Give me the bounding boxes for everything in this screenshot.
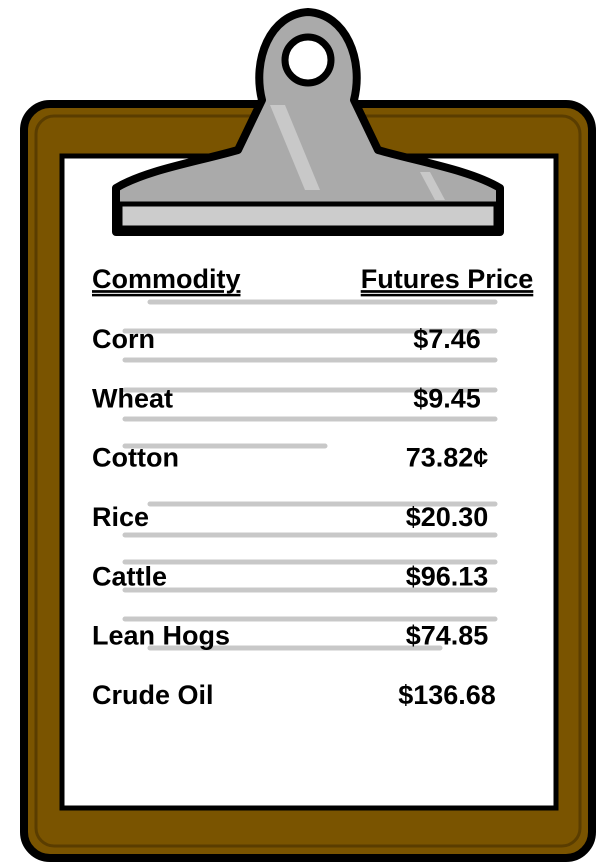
commodity-name: Cattle <box>92 561 167 591</box>
commodity-name: Cotton <box>92 443 179 473</box>
commodity-name: Crude Oil <box>92 680 214 710</box>
futures-price: $20.30 <box>406 502 489 532</box>
commodity-name: Rice <box>92 502 149 532</box>
futures-price: 73.82¢ <box>406 443 489 473</box>
futures-price: $7.46 <box>413 324 481 354</box>
futures-price: $136.68 <box>398 680 496 710</box>
column-header: Futures Price <box>361 264 534 294</box>
commodity-name: Lean Hogs <box>92 621 230 651</box>
paper <box>62 156 556 808</box>
futures-price: $9.45 <box>413 383 481 413</box>
commodity-name: Wheat <box>92 383 173 413</box>
clipboard: Commodity Futures Price Corn $7.46 Wheat $9.4… <box>0 0 602 864</box>
futures-price: $96.13 <box>406 561 489 591</box>
page: Commodity Futures Price Corn $7.46 Wheat $9.4… <box>0 0 602 864</box>
commodity-name: Corn <box>92 324 155 354</box>
futures-price: $74.85 <box>406 621 489 651</box>
column-header: Commodity <box>92 264 241 294</box>
